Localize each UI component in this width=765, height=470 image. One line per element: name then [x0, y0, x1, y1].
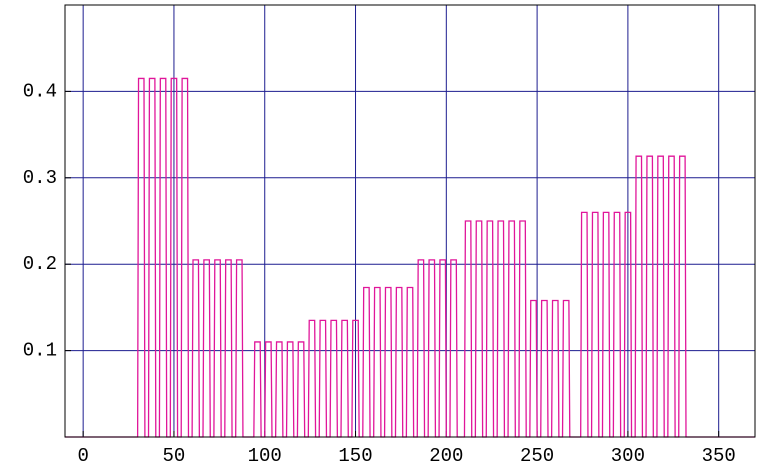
plot-frame: [64, 4, 756, 438]
x-tick-label: 50: [163, 445, 186, 467]
x-tick-label: 250: [520, 445, 554, 467]
x-tick-label: 200: [429, 445, 463, 467]
x-tick-label: 0: [77, 445, 88, 467]
data-line: [65, 77, 755, 438]
x-tick-label: 100: [248, 445, 282, 467]
y-tick-label: 0.3: [23, 167, 57, 189]
y-tick-label: 0.4: [23, 80, 57, 102]
x-tick-label: 300: [611, 445, 645, 467]
x-tick-label: 350: [702, 445, 736, 467]
y-tick-label: 0.2: [23, 253, 57, 275]
x-tick-label: 150: [338, 445, 372, 467]
y-tick-label: 0.1: [23, 340, 57, 362]
